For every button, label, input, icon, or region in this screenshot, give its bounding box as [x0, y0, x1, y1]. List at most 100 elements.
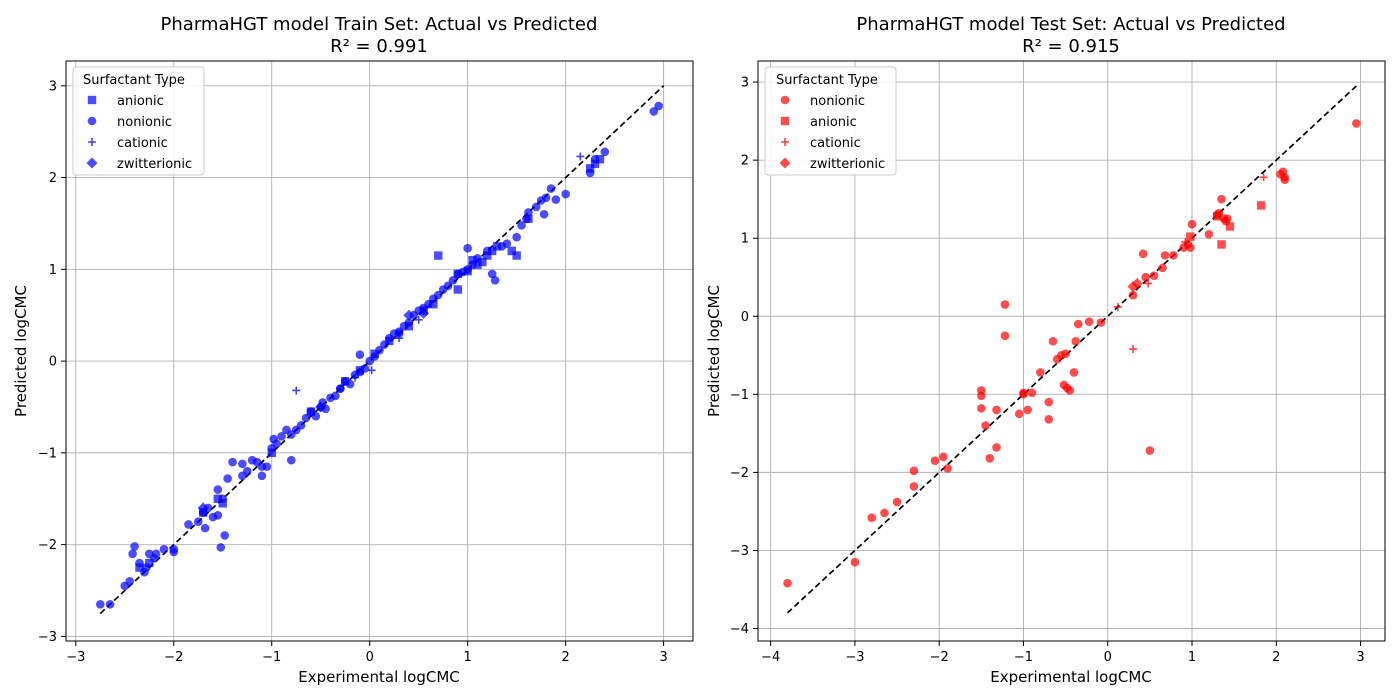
- test-legend: Surfactant Type nonionic anionic cationi…: [764, 66, 897, 176]
- train-x-tick-label: −1: [262, 650, 281, 665]
- test-point-nonionic: [1000, 300, 1010, 309]
- test-point-anionic: [1217, 240, 1226, 249]
- train-point-nonionic: [169, 544, 179, 554]
- test-point-nonionic: [992, 443, 1001, 452]
- train-point-nonionic: [355, 350, 365, 359]
- train-point-nonionic: [524, 208, 533, 217]
- train-point-anionic: [595, 154, 605, 164]
- train-point-anionic: [487, 246, 497, 256]
- train-point-nonionic: [424, 299, 433, 309]
- train-x-tick-label: −3: [66, 650, 85, 665]
- train-point-nonionic: [468, 260, 477, 270]
- test-point-nonionic: [909, 482, 919, 491]
- train-point-nonionic: [600, 147, 610, 157]
- train-point-cationic: [292, 386, 301, 395]
- train-point-nonionic: [272, 439, 281, 448]
- train-point-nonionic: [128, 549, 137, 559]
- test-point-nonionic: [1128, 290, 1138, 300]
- test-ticks: −4 −3 −2 −1 0 1 2 3 −4 −3 −2 −1 0 1 2 3: [730, 76, 1365, 665]
- test-y-tick-label: 1: [741, 232, 749, 247]
- test-point-cationic: [1181, 238, 1190, 247]
- test-point-anionic: [1225, 222, 1235, 231]
- test-x-tick-label: −4: [761, 650, 780, 665]
- test-legend-item-cationic: cationic: [810, 136, 861, 151]
- train-point-nonionic: [151, 549, 161, 559]
- train-point-nonionic: [551, 195, 561, 204]
- train-point-nonionic: [490, 276, 500, 285]
- train-point-nonionic: [375, 345, 384, 355]
- train-point-nonionic: [159, 544, 169, 554]
- train-y-tick-label: −2: [38, 538, 57, 553]
- test-point-nonionic: [783, 578, 792, 588]
- test-point-nonionic: [1280, 175, 1290, 184]
- train-point-nonionic: [531, 202, 541, 212]
- test-y-tick-label: −4: [730, 622, 749, 637]
- train-point-cationic: [351, 373, 360, 382]
- train-point-nonionic: [370, 352, 379, 361]
- train-point-nonionic: [311, 411, 321, 421]
- train-legend-item-anionic: anionic: [117, 94, 164, 109]
- test-point-cationic: [1259, 173, 1268, 182]
- train-point-nonionic: [517, 220, 526, 230]
- train-point-nonionic: [512, 232, 521, 242]
- train-point-cationic: [395, 334, 404, 343]
- train-point-nonionic: [539, 209, 549, 219]
- train-x-tick-label: 3: [659, 650, 667, 665]
- train-point-cationic: [414, 315, 423, 324]
- test-y-tick-label: 3: [741, 76, 749, 91]
- test-point-nonionic: [1187, 219, 1197, 229]
- train-point-cationic: [576, 152, 585, 161]
- train-chart-r2: R² = 0.991: [330, 36, 428, 57]
- test-x-tick-label: 0: [1104, 650, 1112, 665]
- train-ticks: −3 −2 −1 0 1 2 3 −3 −2 −1 0 1 2 3: [38, 79, 668, 665]
- train-point-nonionic: [238, 459, 247, 469]
- test-point-nonionic: [867, 513, 877, 522]
- train-point-anionic: [218, 499, 227, 508]
- test-y-tick-label: −1: [730, 388, 749, 403]
- train-point-nonionic: [193, 517, 203, 526]
- train-point-zwitterionic: [418, 307, 430, 319]
- train-point-anionic: [468, 255, 477, 265]
- train-point-nonionic: [218, 494, 228, 504]
- train-point-nonionic: [654, 101, 664, 111]
- train-point-nonionic: [130, 542, 139, 551]
- train-point-nonionic: [487, 269, 497, 279]
- test-point-nonionic: [943, 464, 952, 473]
- test-point-nonionic: [1217, 194, 1226, 204]
- train-point-nonionic: [541, 193, 551, 203]
- test-legend-title: Surfactant Type: [776, 73, 878, 88]
- test-point-nonionic: [1061, 349, 1070, 359]
- train-point-nonionic: [242, 466, 252, 476]
- train-point-nonionic: [482, 246, 492, 256]
- train-point-anionic: [213, 494, 223, 503]
- test-point-nonionic: [850, 557, 860, 567]
- train-legend-box: [72, 66, 205, 176]
- test-legend-item-zwitterionic: zwitterionic: [810, 157, 885, 172]
- test-point-nonionic: [1223, 214, 1232, 223]
- test-x-tick-label: 1: [1188, 650, 1196, 665]
- train-point-nonionic: [345, 379, 355, 389]
- train-point-nonionic: [301, 413, 311, 423]
- test-x-tick-label: −3: [845, 650, 864, 665]
- train-point-nonionic: [561, 189, 570, 199]
- train-point-nonionic: [257, 462, 267, 471]
- test-y-axis-label: Predicted logCMC: [705, 285, 723, 417]
- test-legend-marker-cationic: [781, 138, 789, 146]
- train-legend-title: Surfactant Type: [83, 73, 185, 88]
- train-point-nonionic: [590, 154, 600, 164]
- test-point-anionic: [1186, 232, 1195, 241]
- test-chart-r2: R² = 0.915: [1022, 36, 1120, 57]
- test-point-anionic: [1213, 212, 1222, 221]
- test-chart-title: PharmaHGT model Test Set: Actual vs Pred…: [856, 14, 1285, 35]
- test-point-nonionic: [1186, 243, 1195, 252]
- train-point-nonionic: [95, 599, 105, 609]
- train-point-anionic: [512, 251, 521, 260]
- test-point-nonionic: [1204, 229, 1214, 239]
- test-point-nonionic: [1014, 409, 1024, 419]
- train-point-anionic: [483, 251, 492, 260]
- test-point-nonionic: [1069, 368, 1079, 377]
- train-legend-marker-cationic: [88, 138, 96, 146]
- test-point-nonionic: [1169, 251, 1178, 260]
- test-plot-frame: [757, 60, 1386, 642]
- train-point-nonionic: [213, 485, 223, 494]
